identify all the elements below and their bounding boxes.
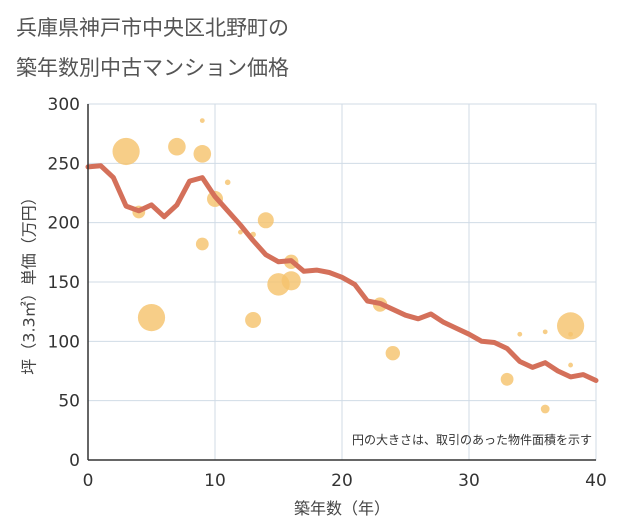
- bubble-point: [281, 271, 301, 291]
- trend-line: [85, 163, 599, 383]
- y-tick-label: 300: [48, 95, 80, 115]
- y-tick-label: 100: [48, 332, 80, 352]
- bubble-point: [540, 404, 550, 414]
- axis-layer: 0 50 100 150 200 250 300 0 10 20 30 40: [48, 95, 607, 491]
- x-tick-label: 40: [585, 471, 607, 491]
- bubble-size-note: 円の大きさは、取引のあった物件面積を示す: [352, 432, 592, 447]
- bubble-point: [195, 237, 209, 251]
- chart-title-line-2: 築年数別中古マンション価格: [16, 56, 289, 80]
- trend-line-layer: [85, 163, 599, 383]
- bubble-point: [137, 304, 166, 332]
- bubble-point: [193, 145, 212, 163]
- bubble-point: [238, 229, 243, 235]
- bubble-point: [245, 311, 262, 328]
- bubble-point: [568, 331, 573, 337]
- bubble-layer: [112, 118, 585, 414]
- x-tick-label: 30: [458, 471, 480, 491]
- bubble-point: [542, 329, 548, 335]
- x-tick-label: 10: [204, 471, 226, 491]
- y-tick-label: 150: [48, 273, 80, 293]
- y-tick-label: 200: [48, 214, 80, 234]
- y-tick-label: 250: [48, 154, 80, 174]
- bubble-point: [557, 312, 585, 340]
- bubble-point: [224, 179, 231, 186]
- bubble-point: [168, 137, 186, 156]
- y-tick-label: 0: [69, 451, 80, 471]
- bubble-point: [257, 212, 274, 229]
- bubble-point: [500, 372, 514, 386]
- grid-layer: [88, 103, 596, 460]
- bubble-point: [385, 346, 400, 361]
- bubble-point: [517, 331, 523, 337]
- bubble-point: [112, 137, 140, 166]
- x-axis-title: 築年数（年）: [294, 499, 390, 518]
- y-tick-label: 50: [58, 392, 80, 412]
- bubble-point: [199, 118, 205, 124]
- bubble-point: [568, 362, 573, 368]
- y-axis-title: 坪（3.3㎡）単価（万円）: [20, 189, 39, 374]
- x-tick-label: 20: [331, 471, 353, 491]
- x-tick-label: 0: [83, 471, 94, 491]
- chart-title-line-1: 兵庫県神戸市中央区北野町の: [16, 16, 289, 40]
